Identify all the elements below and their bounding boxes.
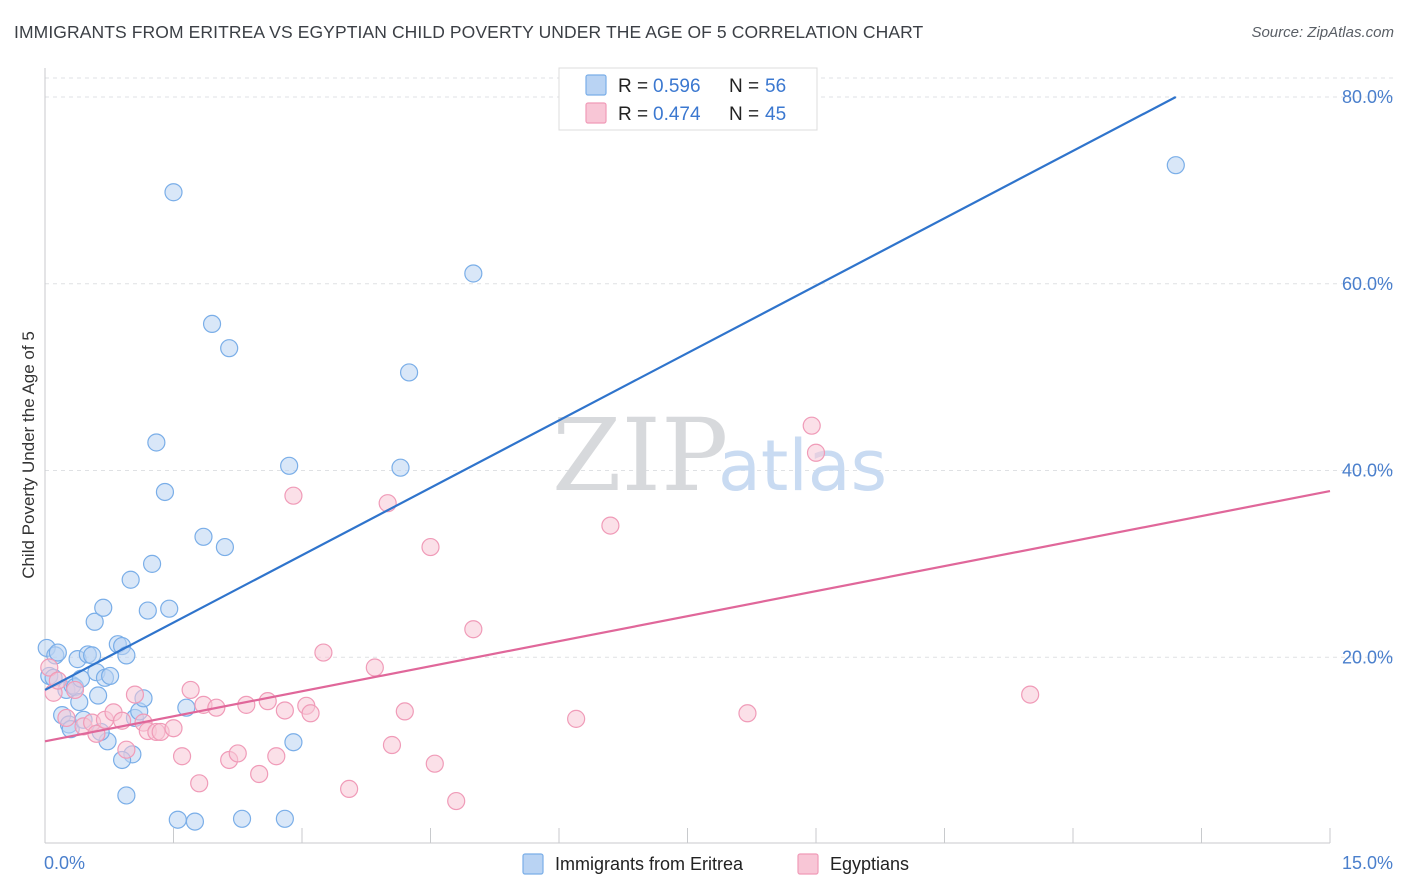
trend-line-1	[44, 489, 1331, 743]
point-1-28	[267, 747, 286, 766]
point-1-37	[382, 735, 402, 755]
legend-swatch-eritrea	[585, 74, 607, 96]
point-0-37	[164, 183, 183, 202]
point-1-41	[447, 791, 466, 811]
point-1-20	[190, 774, 209, 793]
point-1-30	[284, 486, 303, 505]
point-0-16	[83, 646, 102, 665]
point-1-34	[340, 779, 359, 799]
y-tick-labels: 20.0% 40.0% 60.0% 80.0%	[1342, 87, 1393, 667]
trend-lines	[44, 96, 1331, 743]
gridlines	[45, 77, 1393, 658]
watermark: ZIP atlas	[552, 397, 887, 514]
series-legend: Immigrants from Eritrea Egyptians	[522, 853, 909, 875]
axes	[44, 68, 1331, 844]
point-0-4	[48, 643, 67, 662]
point-0-50	[399, 363, 419, 382]
point-0-48	[284, 733, 303, 752]
point-0-33	[142, 554, 162, 573]
y-tick-label-40: 40.0%	[1342, 461, 1393, 481]
point-1-38	[395, 702, 414, 721]
point-1-11	[117, 740, 136, 759]
point-1-45	[738, 704, 757, 723]
point-1-4	[65, 680, 85, 700]
point-0-46	[275, 809, 294, 828]
point-0-45	[232, 809, 252, 828]
point-1-46	[802, 416, 821, 435]
point-0-20	[94, 598, 113, 617]
bottom-legend-swatch-egyptians	[797, 853, 819, 875]
point-0-32	[138, 601, 157, 620]
chart-title: IMMIGRANTS FROM ERITREA VS EGYPTIAN CHIL…	[14, 22, 924, 42]
trend-line-0	[44, 96, 1177, 691]
legend-n-value-egyptians: 45	[765, 104, 786, 125]
point-1-44	[601, 516, 620, 535]
point-0-36	[160, 599, 179, 618]
point-0-35	[155, 482, 175, 502]
point-1-47	[806, 443, 826, 462]
point-0-44	[220, 339, 239, 358]
point-1-18	[172, 747, 192, 766]
x-tick-max: 15.0%	[1342, 853, 1393, 873]
point-0-52	[1166, 156, 1185, 175]
point-0-19	[89, 686, 108, 705]
point-1-29	[275, 701, 294, 720]
point-1-33	[314, 643, 333, 662]
point-1-27	[258, 692, 277, 711]
point-0-53	[117, 786, 136, 805]
point-1-43	[567, 709, 586, 728]
point-0-43	[215, 537, 234, 557]
legend-n-label-eritrea: N =	[729, 76, 759, 97]
x-tick-min: 0.0%	[44, 853, 85, 873]
bottom-legend-label-egyptians: Egyptians	[830, 854, 909, 874]
watermark-atlas: atlas	[718, 425, 887, 507]
point-1-0	[40, 658, 59, 677]
series-egyptians-points	[40, 416, 1040, 811]
point-1-19	[181, 680, 200, 700]
point-0-27	[121, 570, 140, 589]
point-1-42	[464, 620, 483, 639]
legend-swatch-egyptians	[585, 102, 607, 124]
point-1-12	[125, 685, 145, 704]
y-tick-label-80: 80.0%	[1342, 87, 1393, 107]
point-0-47	[280, 456, 299, 475]
watermark-zip: ZIP	[552, 397, 728, 514]
point-1-32	[301, 704, 320, 723]
point-0-51	[464, 264, 483, 283]
point-0-23	[101, 666, 120, 686]
point-0-41	[194, 527, 213, 546]
point-1-26	[250, 764, 269, 784]
point-0-34	[147, 433, 166, 452]
point-0-49	[391, 458, 410, 477]
point-1-17	[164, 719, 183, 738]
legend-n-label-egyptians: N =	[729, 104, 759, 125]
legend-r-label-eritrea: R =	[618, 76, 648, 97]
legend-r-label-egyptians: R =	[618, 104, 648, 125]
chart-source: Source: ZipAtlas.com	[1251, 24, 1394, 41]
point-1-24	[228, 744, 247, 763]
point-0-38	[168, 810, 187, 829]
y-tick-label-20: 20.0%	[1342, 647, 1393, 667]
point-1-39	[421, 537, 440, 557]
point-0-42	[202, 314, 222, 334]
y-axis-label: Child Poverty Under the Age of 5	[19, 331, 38, 579]
bottom-legend-label-eritrea: Immigrants from Eritrea	[555, 854, 744, 874]
point-1-3	[57, 708, 76, 728]
point-0-17	[85, 612, 104, 631]
y-tick-label-60: 60.0%	[1342, 274, 1393, 294]
legend-n-value-eritrea: 56	[765, 76, 786, 97]
point-1-40	[425, 754, 444, 773]
point-0-40	[185, 812, 205, 831]
stats-legend: R = 0.596 N = 56 R = 0.474 N = 45	[558, 67, 818, 131]
legend-r-value-egyptians: 0.474	[653, 104, 701, 125]
point-1-48	[1021, 685, 1040, 704]
point-1-25	[237, 695, 256, 714]
point-1-35	[365, 658, 384, 677]
bottom-legend-swatch-eritrea	[522, 853, 544, 875]
legend-r-value-eritrea: 0.596	[653, 76, 701, 97]
